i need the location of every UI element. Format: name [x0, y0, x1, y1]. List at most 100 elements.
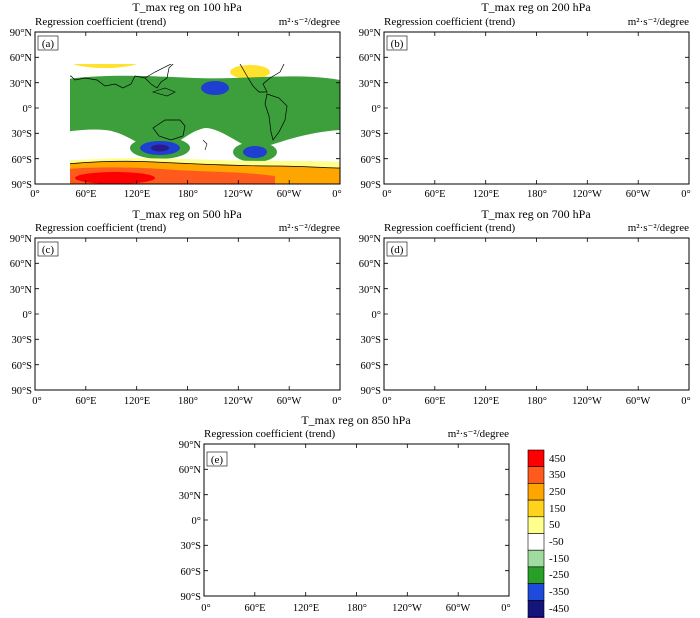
- colorbar-box: [527, 483, 545, 501]
- panel-a: T_max reg on 100 hPa Regression coeffici…: [10, 0, 342, 200]
- panel-units: m²·s⁻²/degree: [628, 16, 689, 28]
- svg-text:90°S: 90°S: [180, 592, 201, 603]
- panel-label: (c): [42, 244, 55, 256]
- lat-labels: 90°N 60°N 30°N 0° 30°S 60°S 90°S: [359, 28, 382, 191]
- svg-text:60°E: 60°E: [244, 603, 265, 614]
- svg-text:120°E: 120°E: [293, 603, 319, 614]
- panel-units: m²·s⁻²/degree: [279, 16, 340, 28]
- panel-title: T_max reg on 500 hPa: [132, 207, 242, 221]
- colorbar-label: -450: [549, 603, 570, 615]
- panel-title: T_max reg on 100 hPa: [132, 0, 242, 14]
- svg-text:120°W: 120°W: [572, 396, 602, 407]
- panel-left-text: Regression coefficient (trend): [35, 222, 166, 234]
- svg-text:0°: 0°: [332, 189, 341, 200]
- svg-text:0°: 0°: [382, 396, 391, 407]
- panel-left-text: Regression coefficient (trend): [35, 16, 166, 28]
- panel-left-text: Regression coefficient (trend): [384, 16, 515, 28]
- panel-b: T_max reg on 200 hPa Regression coeffici…: [359, 0, 691, 200]
- svg-text:180°: 180°: [347, 603, 367, 614]
- lon-labels: 0° 60°E 120°E 180° 120°W 60°W 0°: [30, 189, 341, 200]
- svg-text:0°: 0°: [501, 603, 510, 614]
- svg-text:120°W: 120°W: [392, 603, 422, 614]
- panel-title: T_max reg on 200 hPa: [481, 0, 591, 14]
- panel-label: (d): [391, 244, 404, 256]
- panel-label: (e): [211, 454, 224, 466]
- colorbar-label: -250: [549, 569, 570, 581]
- svg-text:30°N: 30°N: [10, 285, 33, 296]
- svg-text:30°N: 30°N: [359, 79, 382, 90]
- lat-labels: 90°N 60°N 30°N 0° 30°S 60°S 90°S: [179, 440, 202, 603]
- colorbar-label: -50: [549, 536, 564, 548]
- svg-text:30°S: 30°S: [360, 335, 381, 346]
- svg-text:120°W: 120°W: [223, 189, 253, 200]
- panel-label: (b): [391, 38, 404, 50]
- svg-text:60°W: 60°W: [446, 603, 471, 614]
- colorbar-labels: 450 350 250 150 50 -50 -150 -250 -350 -4…: [549, 453, 570, 615]
- panel-e: T_max reg on 850 hPa Regression coeffici…: [179, 413, 511, 614]
- svg-text:60°S: 60°S: [360, 155, 381, 166]
- svg-text:60°S: 60°S: [11, 155, 32, 166]
- svg-text:60°W: 60°W: [626, 396, 651, 407]
- svg-text:60°N: 60°N: [10, 53, 33, 64]
- colorbar-box: [527, 533, 545, 551]
- lat-labels: 90°N 60°N 30°N 0° 30°S 60°S 90°S: [10, 28, 33, 191]
- svg-text:90°N: 90°N: [359, 28, 382, 39]
- svg-text:60°S: 60°S: [11, 361, 32, 372]
- colorbar-box: [527, 516, 545, 534]
- svg-text:30°N: 30°N: [359, 285, 382, 296]
- panel-c: T_max reg on 500 hPa Regression coeffici…: [10, 207, 342, 407]
- colorbar: 450 350 250 150 50 -50 -150 -250 -350 -4…: [527, 449, 570, 618]
- svg-text:0°: 0°: [681, 189, 690, 200]
- panel-units: m²·s⁻²/degree: [279, 222, 340, 234]
- svg-text:0°: 0°: [681, 396, 690, 407]
- svg-text:180°: 180°: [527, 189, 547, 200]
- colorbar-box: [527, 599, 545, 618]
- svg-text:0°: 0°: [382, 189, 391, 200]
- colorbar-box: [527, 549, 545, 568]
- svg-text:180°: 180°: [527, 396, 547, 407]
- colorbar-label: -350: [549, 586, 570, 598]
- svg-text:30°N: 30°N: [10, 79, 33, 90]
- svg-text:30°S: 30°S: [11, 129, 32, 140]
- panel-d: T_max reg on 700 hPa Regression coeffici…: [359, 207, 691, 407]
- svg-text:0°: 0°: [32, 396, 41, 407]
- lon-labels: 0° 60°E 120°E 180° 120°W 60°W 0°: [201, 603, 510, 614]
- colorbar-label: 450: [549, 453, 566, 465]
- svg-text:30°S: 30°S: [360, 129, 381, 140]
- svg-text:90°S: 90°S: [11, 386, 32, 397]
- lon-labels: 0° 60°E 120°E 180° 120°W 60°W 0°: [32, 396, 341, 407]
- panel-title: T_max reg on 700 hPa: [481, 207, 591, 221]
- colorbar-label: 150: [549, 503, 566, 515]
- svg-text:60°N: 60°N: [359, 259, 382, 270]
- svg-text:180°: 180°: [178, 189, 198, 200]
- panel-units: m²·s⁻²/degree: [628, 222, 689, 234]
- svg-text:90°S: 90°S: [360, 386, 381, 397]
- svg-text:0°: 0°: [372, 104, 381, 115]
- colorbar-label: 250: [549, 486, 566, 498]
- svg-text:0°: 0°: [332, 396, 341, 407]
- panel-units: m²·s⁻²/degree: [448, 428, 509, 440]
- colorbar-box: [527, 566, 545, 584]
- panel-left-text: Regression coefficient (trend): [384, 222, 515, 234]
- lon-labels: 0° 60°E 120°E 180° 120°W 60°W 0°: [382, 396, 690, 407]
- svg-text:60°N: 60°N: [10, 259, 33, 270]
- panel-label: (a): [42, 38, 55, 50]
- svg-text:120°W: 120°W: [572, 189, 602, 200]
- colorbar-box: [527, 466, 545, 484]
- lon-labels: 0° 60°E 120°E 180° 120°W 60°W 0°: [382, 189, 690, 200]
- svg-text:60°W: 60°W: [277, 189, 302, 200]
- svg-text:90°N: 90°N: [359, 234, 382, 245]
- panel-left-text: Regression coefficient (trend): [204, 428, 335, 440]
- colorbar-box: [527, 449, 545, 468]
- svg-text:0°: 0°: [23, 310, 32, 321]
- svg-text:0°: 0°: [201, 603, 210, 614]
- svg-text:120°E: 120°E: [124, 396, 150, 407]
- panel-title: T_max reg on 850 hPa: [301, 413, 411, 427]
- svg-text:90°S: 90°S: [11, 180, 32, 191]
- svg-text:90°N: 90°N: [10, 234, 33, 245]
- colorbar-box: [527, 583, 545, 601]
- lat-labels: 90°N 60°N 30°N 0° 30°S 60°S 90°S: [359, 234, 382, 397]
- svg-text:60°N: 60°N: [359, 53, 382, 64]
- svg-text:60°E: 60°E: [75, 396, 96, 407]
